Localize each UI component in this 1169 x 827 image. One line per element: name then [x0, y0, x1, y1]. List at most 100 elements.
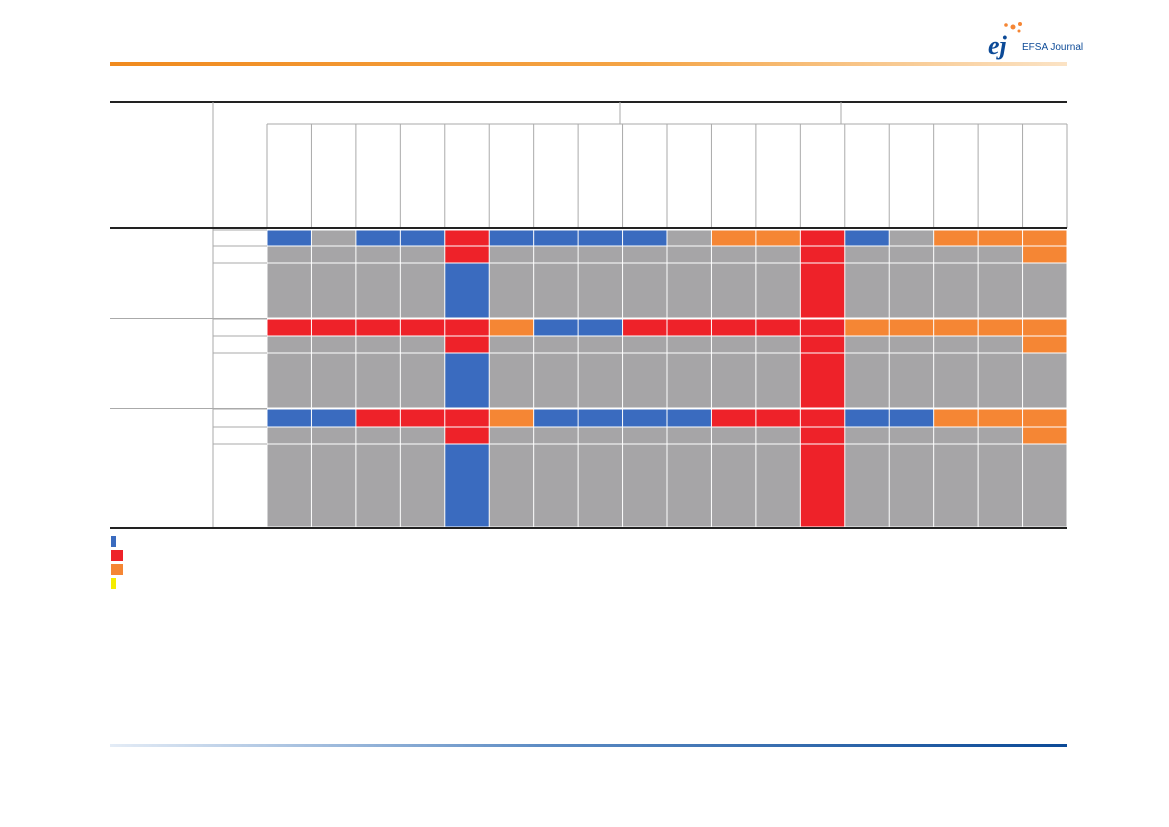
table-cell [978, 246, 1023, 263]
table-cell [756, 353, 800, 408]
table-cell [623, 263, 667, 318]
table-cell [1023, 336, 1067, 353]
table-cell [889, 353, 934, 408]
table-cell [578, 263, 623, 318]
table [110, 101, 1068, 529]
table-cell [934, 336, 978, 353]
legend-swatch [111, 578, 116, 589]
table-cell [356, 319, 400, 336]
table-cell [889, 336, 934, 353]
table-cell [978, 409, 1023, 427]
table-cell [445, 353, 489, 408]
table-cell [711, 336, 756, 353]
table-cell [934, 230, 978, 246]
table-cell [1023, 319, 1067, 336]
table-cell [267, 319, 311, 336]
table-cell [667, 427, 711, 444]
table-cell [578, 353, 623, 408]
table-cell [978, 336, 1023, 353]
table-cell [667, 230, 711, 246]
table-cell [667, 319, 711, 336]
table-cell [889, 444, 934, 527]
table-cell [489, 263, 534, 318]
table-cell [267, 336, 311, 353]
table-cell [845, 246, 889, 263]
table-cell [934, 427, 978, 444]
table-cell [445, 230, 489, 246]
table-cell [667, 263, 711, 318]
table-cell [756, 409, 800, 427]
table-cell [489, 319, 534, 336]
table-cell [889, 427, 934, 444]
table-cell [845, 409, 889, 427]
table-cell [356, 409, 400, 427]
table-cell [534, 263, 578, 318]
table-cell [534, 444, 578, 527]
table-cell [1023, 353, 1067, 408]
table-cell [534, 246, 578, 263]
table-cell [845, 336, 889, 353]
table-cell [845, 427, 889, 444]
table-cell [800, 353, 845, 408]
table-cell [800, 246, 845, 263]
table-cell [667, 246, 711, 263]
table-cell [1023, 444, 1067, 527]
table-cell [356, 246, 400, 263]
table-cell [711, 353, 756, 408]
table-cell [489, 409, 534, 427]
table-cell [489, 230, 534, 246]
table-cell [1023, 246, 1067, 263]
legend-swatch [111, 550, 123, 561]
table-cell [800, 319, 845, 336]
table-cell [267, 409, 311, 427]
table-cell [1023, 230, 1067, 246]
table-cell [445, 409, 489, 427]
table-cell [400, 409, 445, 427]
table-cell [667, 336, 711, 353]
table-cell [934, 409, 978, 427]
logo-dot [1017, 29, 1021, 33]
table-cell [1023, 427, 1067, 444]
table-cell [489, 336, 534, 353]
table-cell [400, 246, 445, 263]
table-cell [1023, 409, 1067, 427]
table-cell [756, 444, 800, 527]
table-cell [934, 263, 978, 318]
logo-mark: ej [988, 31, 1008, 60]
table-cell [400, 336, 445, 353]
table-cell [623, 319, 667, 336]
table-cell [978, 444, 1023, 527]
table-cell [578, 319, 623, 336]
table-cell [534, 230, 578, 246]
header-rule [110, 62, 1067, 66]
table-cell [267, 246, 311, 263]
table-cell [889, 246, 934, 263]
table-cell [400, 319, 445, 336]
table-cell [845, 319, 889, 336]
table-cell [578, 230, 623, 246]
table-cell [800, 444, 845, 527]
table-cell [667, 444, 711, 527]
table-cell [623, 444, 667, 527]
table-cell [267, 230, 311, 246]
table-cell [356, 263, 400, 318]
table-cell [578, 444, 623, 527]
legend-swatch [111, 536, 116, 547]
table-cell [667, 409, 711, 427]
table-cell [311, 409, 356, 427]
table-cell [445, 444, 489, 527]
table-cell [267, 444, 311, 527]
table-cell [889, 319, 934, 336]
table-cell [623, 353, 667, 408]
table-cell [356, 336, 400, 353]
table-cell [845, 230, 889, 246]
table-cell [445, 336, 489, 353]
table-cell [400, 263, 445, 318]
table-cell [711, 230, 756, 246]
logo-dot [1004, 23, 1008, 27]
table-cell [623, 336, 667, 353]
table-cell [711, 263, 756, 318]
table-cell [978, 353, 1023, 408]
